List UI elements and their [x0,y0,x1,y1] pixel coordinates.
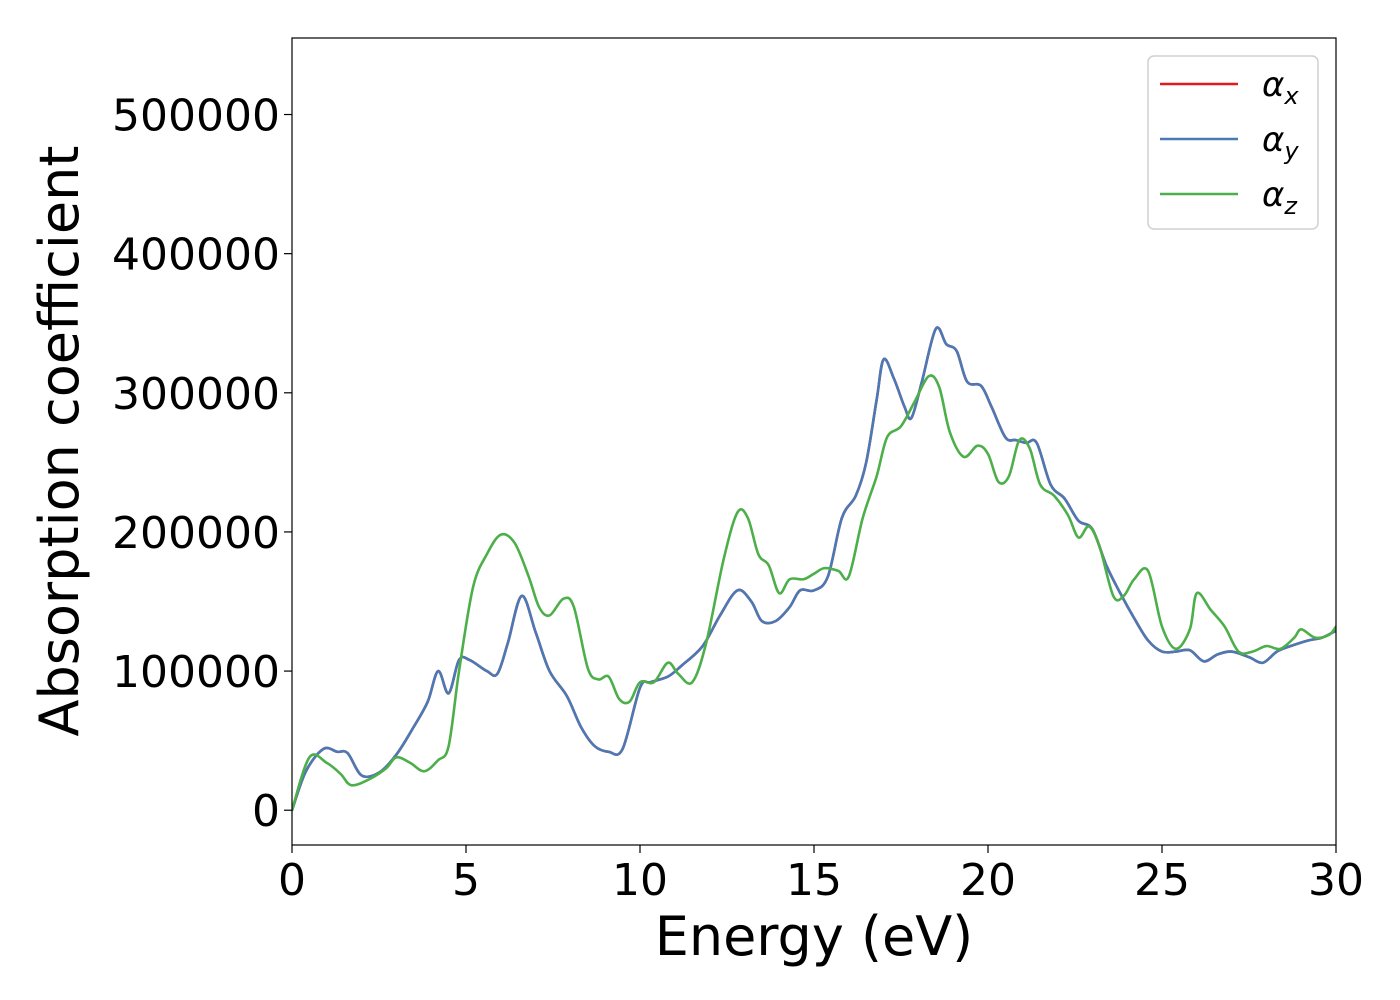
legend-subscript: z [1283,192,1298,220]
x-axis-ticks: 0 5 10 15 20 25 30 [278,845,1364,906]
legend-symbol: α [1262,175,1284,215]
y-tick-label: 200000 [112,508,280,559]
x-axis-label: Energy (eV) [655,905,974,968]
x-tick-label: 10 [612,855,668,906]
y-axis-label: Absorption coefficient [28,146,91,737]
x-tick-label: 0 [278,855,306,906]
series-layer [292,326,1336,812]
x-tick-label: 5 [452,855,480,906]
y-tick-label: 0 [252,786,280,837]
y-tick-label: 100000 [112,647,280,698]
series-line-alpha-x [292,326,1336,812]
x-tick-label: 25 [1134,855,1190,906]
y-tick-label: 400000 [112,230,280,281]
y-tick-label: 500000 [112,91,280,142]
legend-symbol: α [1262,65,1284,105]
legend-subscript: x [1283,82,1299,110]
legend-label-alpha-x: αx [1262,65,1299,110]
x-tick-label: 30 [1308,855,1364,906]
legend-label-alpha-z: αz [1262,175,1298,220]
legend-label-alpha-y: αy [1262,120,1299,165]
legend-symbol: α [1262,120,1284,160]
y-tick-label: 300000 [112,369,280,420]
series-line-alpha-y [292,326,1336,812]
y-axis-ticks: 0 100000 200000 300000 400000 500000 [112,91,292,837]
x-tick-label: 15 [786,855,842,906]
legend-box [1147,55,1319,230]
legend-subscript: y [1283,137,1299,165]
x-tick-label: 20 [960,855,1016,906]
series-line-alpha-z [292,374,1336,812]
